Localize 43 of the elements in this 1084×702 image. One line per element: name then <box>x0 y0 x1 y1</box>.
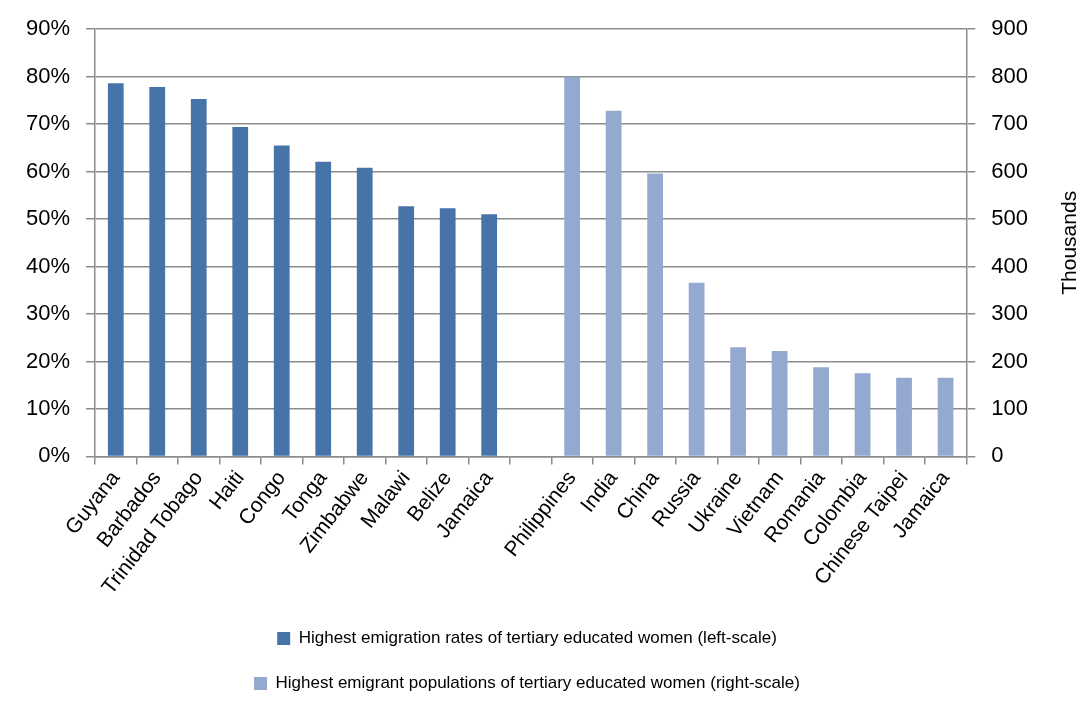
y2-tick-label: 700 <box>991 110 1029 136</box>
y-tick-label: 60% <box>25 157 71 183</box>
legend-label: Highest emigration rates of tertiary educated women (left-scale) <box>298 628 777 648</box>
y2-tick-label: 0 <box>991 442 1004 468</box>
y-tick-label: 40% <box>25 252 71 278</box>
bar <box>398 206 415 456</box>
y2-tick-label: 200 <box>991 347 1029 373</box>
bar <box>273 145 290 456</box>
bar <box>730 347 746 456</box>
bar <box>605 110 622 456</box>
bar <box>813 367 829 456</box>
bar <box>481 214 498 456</box>
y2-tick-label: 400 <box>991 252 1029 278</box>
y-tick-label: 30% <box>25 300 71 326</box>
bar <box>107 83 124 456</box>
bar <box>647 173 664 456</box>
y2-tick-label: 500 <box>991 205 1029 231</box>
bar <box>439 208 456 456</box>
y2-tick-label: 900 <box>991 15 1029 41</box>
y-tick-label: 50% <box>25 205 71 231</box>
bar <box>232 126 249 456</box>
y2-tick-label: 600 <box>991 157 1029 183</box>
y-tick-label: 0% <box>38 442 71 468</box>
y-tick-label: 80% <box>25 62 71 88</box>
y2-tick-label: 800 <box>991 62 1029 88</box>
y-tick-label: 20% <box>25 347 71 373</box>
bar <box>688 282 705 456</box>
bar <box>564 76 581 456</box>
bar <box>896 377 912 456</box>
bar <box>315 161 332 456</box>
y2-axis-title: Thousands <box>1056 190 1080 295</box>
bar <box>149 87 166 456</box>
bar <box>771 351 788 456</box>
y-tick-label: 10% <box>25 395 71 421</box>
y2-tick-label: 100 <box>991 395 1029 421</box>
bar <box>854 373 871 456</box>
bar <box>190 98 207 456</box>
y-tick-label: 70% <box>25 110 71 136</box>
bar <box>356 167 373 456</box>
y-tick-label: 90% <box>25 15 71 41</box>
legend-label: Highest emigrant populations of tertiary educated women (right-scale) <box>275 673 800 693</box>
y2-tick-label: 300 <box>991 300 1029 326</box>
bar <box>937 377 954 456</box>
